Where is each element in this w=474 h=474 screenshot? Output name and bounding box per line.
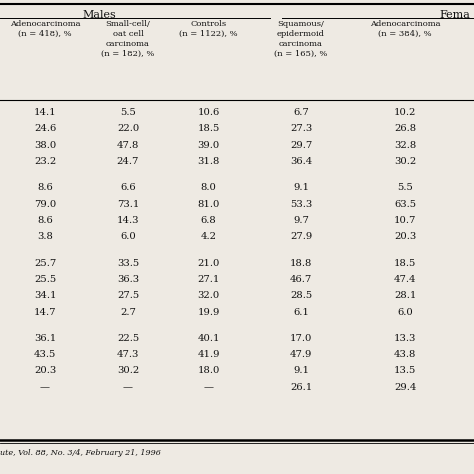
Text: 28.1: 28.1	[394, 291, 417, 300]
Text: 43.5: 43.5	[34, 350, 56, 359]
Text: 18.0: 18.0	[197, 366, 220, 375]
Text: 46.7: 46.7	[290, 275, 312, 284]
Text: 5.5: 5.5	[397, 183, 413, 192]
Text: Fema: Fema	[439, 10, 471, 20]
Text: 8.0: 8.0	[201, 183, 217, 192]
Text: 23.2: 23.2	[34, 157, 56, 166]
Text: Squamous/
epidermoid
carcinoma
(n = 165), %: Squamous/ epidermoid carcinoma (n = 165)…	[274, 20, 328, 58]
Text: 39.0: 39.0	[198, 141, 219, 150]
Text: 10.2: 10.2	[394, 108, 417, 117]
Text: 21.0: 21.0	[197, 258, 220, 267]
Text: 27.1: 27.1	[197, 275, 220, 284]
Text: ute, Vol. 88, No. 3/4, February 21, 1996: ute, Vol. 88, No. 3/4, February 21, 1996	[0, 449, 161, 457]
Text: 9.7: 9.7	[293, 216, 309, 225]
Text: 32.0: 32.0	[198, 291, 219, 300]
Text: 18.5: 18.5	[197, 124, 220, 133]
Text: 40.1: 40.1	[197, 334, 220, 343]
Text: 14.1: 14.1	[34, 108, 56, 117]
Text: 47.8: 47.8	[117, 141, 139, 150]
Text: 28.5: 28.5	[290, 291, 312, 300]
Text: 36.3: 36.3	[117, 275, 139, 284]
Text: 47.3: 47.3	[117, 350, 139, 359]
Text: 18.5: 18.5	[394, 258, 417, 267]
Text: 6.7: 6.7	[293, 108, 309, 117]
Text: 6.1: 6.1	[293, 308, 309, 317]
Text: 24.6: 24.6	[34, 124, 56, 133]
Text: 32.8: 32.8	[394, 141, 416, 150]
Text: 20.3: 20.3	[394, 232, 416, 241]
Text: 30.2: 30.2	[394, 157, 416, 166]
Text: 31.8: 31.8	[197, 157, 220, 166]
Text: 8.6: 8.6	[37, 183, 53, 192]
Text: 9.1: 9.1	[293, 366, 309, 375]
Text: 41.9: 41.9	[197, 350, 220, 359]
Text: 25.7: 25.7	[34, 258, 56, 267]
Text: Adenocarcinoma
(n = 418), %: Adenocarcinoma (n = 418), %	[10, 20, 80, 38]
Text: 53.3: 53.3	[290, 200, 312, 209]
Text: 2.7: 2.7	[120, 308, 136, 317]
Text: 13.3: 13.3	[394, 334, 417, 343]
Text: 6.0: 6.0	[120, 232, 136, 241]
Text: 34.1: 34.1	[34, 291, 56, 300]
Text: 13.5: 13.5	[394, 366, 417, 375]
Text: 27.3: 27.3	[290, 124, 312, 133]
Text: 6.0: 6.0	[397, 308, 413, 317]
Text: 38.0: 38.0	[34, 141, 56, 150]
Text: 10.6: 10.6	[198, 108, 219, 117]
Text: 14.7: 14.7	[34, 308, 56, 317]
Text: —: —	[123, 383, 133, 392]
Text: 22.0: 22.0	[117, 124, 139, 133]
Text: 20.3: 20.3	[34, 366, 56, 375]
Text: 29.4: 29.4	[394, 383, 417, 392]
Text: 47.4: 47.4	[394, 275, 417, 284]
Text: 5.5: 5.5	[120, 108, 136, 117]
Text: Small-cell/
oat cell
carcinoma
(n = 182), %: Small-cell/ oat cell carcinoma (n = 182)…	[101, 20, 155, 58]
Text: 22.5: 22.5	[117, 334, 139, 343]
Text: 36.4: 36.4	[290, 157, 312, 166]
Text: 63.5: 63.5	[394, 200, 416, 209]
Text: 8.6: 8.6	[37, 216, 53, 225]
Text: 6.6: 6.6	[120, 183, 136, 192]
Text: 26.1: 26.1	[290, 383, 312, 392]
Text: 9.1: 9.1	[293, 183, 309, 192]
Text: 25.5: 25.5	[34, 275, 56, 284]
Text: 6.8: 6.8	[201, 216, 217, 225]
Text: 3.8: 3.8	[37, 232, 53, 241]
Text: —: —	[203, 383, 214, 392]
Text: 43.8: 43.8	[394, 350, 417, 359]
Text: 36.1: 36.1	[34, 334, 56, 343]
Text: 14.3: 14.3	[117, 216, 139, 225]
Text: 47.9: 47.9	[290, 350, 312, 359]
Text: 33.5: 33.5	[117, 258, 139, 267]
Text: Controls
(n = 1122), %: Controls (n = 1122), %	[179, 20, 238, 38]
Text: 27.9: 27.9	[290, 232, 312, 241]
Text: 26.8: 26.8	[394, 124, 416, 133]
Text: 73.1: 73.1	[117, 200, 139, 209]
Text: 79.0: 79.0	[34, 200, 56, 209]
Text: 81.0: 81.0	[197, 200, 220, 209]
Text: 29.7: 29.7	[290, 141, 312, 150]
Text: 27.5: 27.5	[117, 291, 139, 300]
Text: 18.8: 18.8	[290, 258, 312, 267]
Text: 19.9: 19.9	[197, 308, 220, 317]
Text: Males: Males	[82, 10, 117, 20]
Text: 4.2: 4.2	[201, 232, 217, 241]
Text: —: —	[40, 383, 50, 392]
Text: 24.7: 24.7	[117, 157, 139, 166]
Text: Adenocarcinoma
(n = 384), %: Adenocarcinoma (n = 384), %	[370, 20, 440, 38]
Text: 10.7: 10.7	[394, 216, 417, 225]
Text: 30.2: 30.2	[117, 366, 139, 375]
Text: 17.0: 17.0	[290, 334, 312, 343]
